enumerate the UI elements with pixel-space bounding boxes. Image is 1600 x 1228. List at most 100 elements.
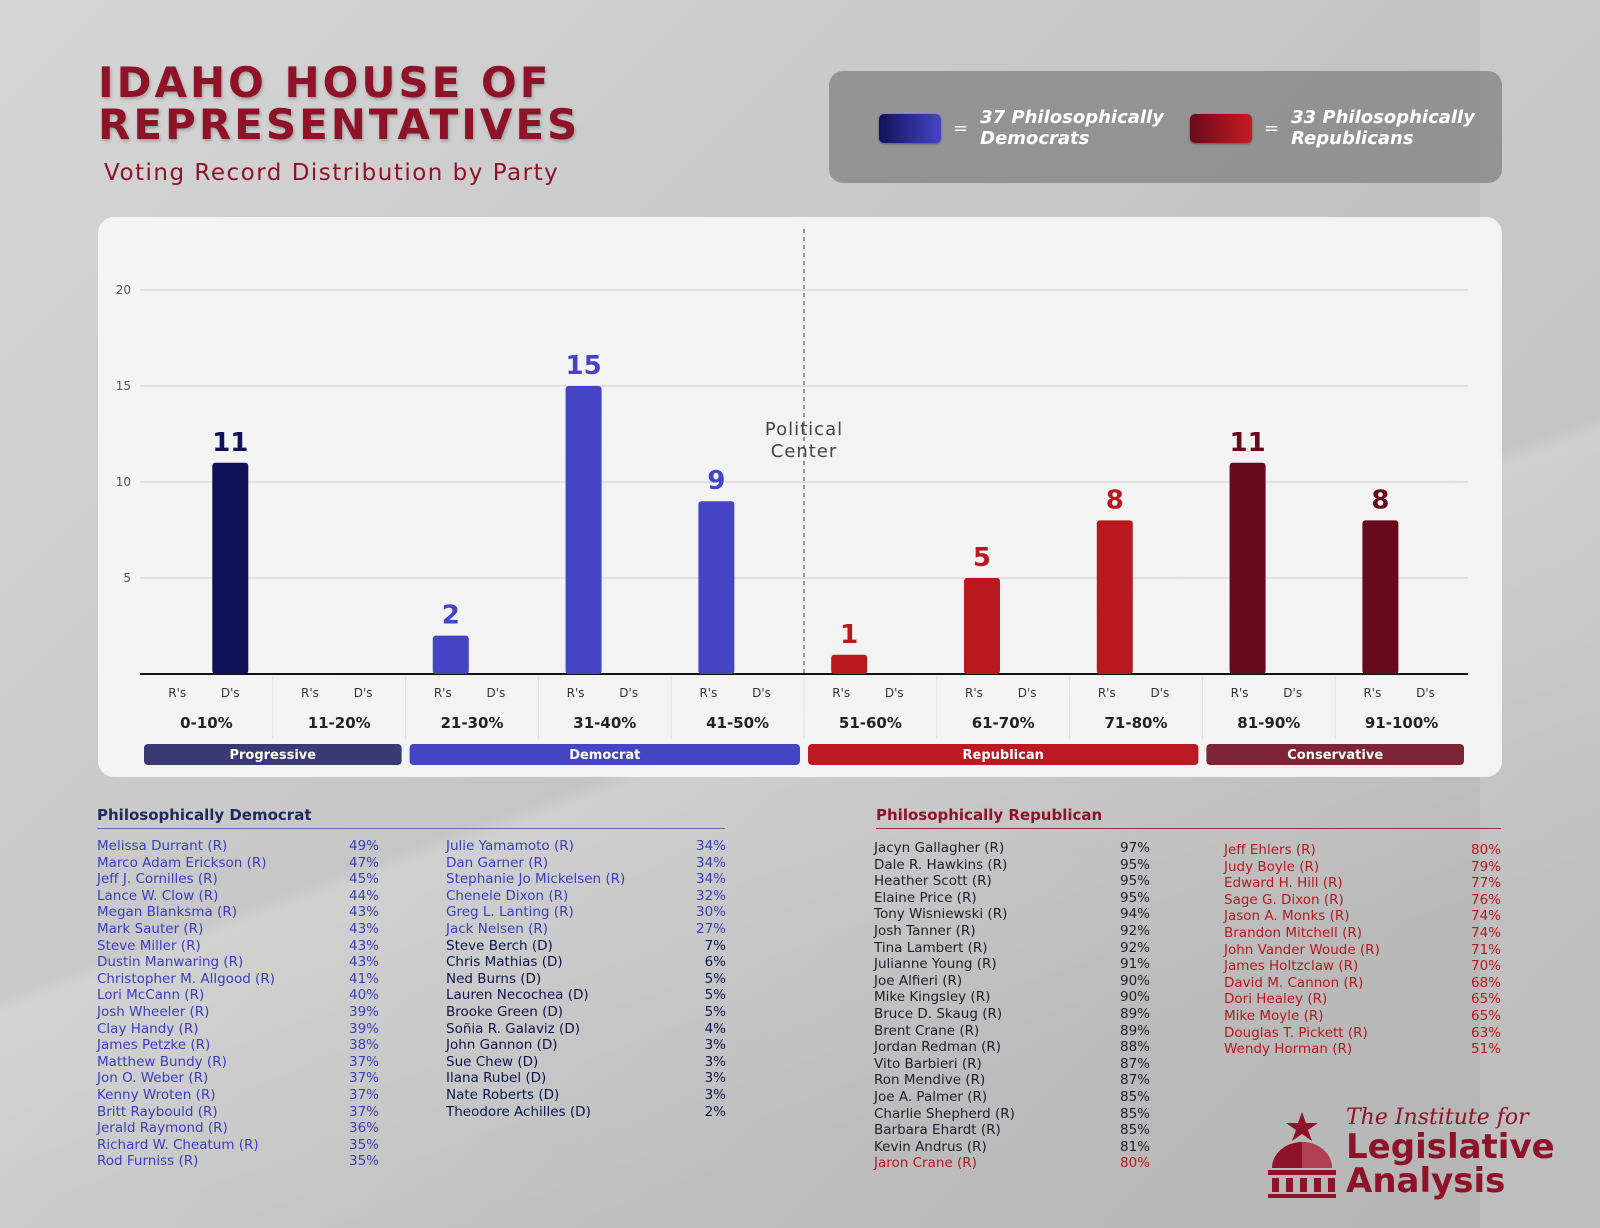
x-sublabel-r: R's [1363, 686, 1381, 700]
member-score: 47% [348, 854, 379, 871]
member-name: David M. Cannon (R) [1224, 974, 1364, 991]
member-name: Heather Scott (R) [874, 873, 992, 890]
x-sublabel-d: D's [354, 686, 373, 700]
list-item: Dustin Manwaring (R) 43% [97, 954, 379, 971]
member-name: Greg L. Lanting (R) [446, 904, 574, 921]
member-score: 5% [704, 1003, 726, 1020]
list-item: Judy Boyle (R) 79% [1224, 859, 1501, 876]
list-item: Charlie Shepherd (R) 85% [874, 1106, 1150, 1123]
bar-value-label: 8 [1371, 485, 1389, 515]
member-name: Brandon Mitchell (R) [1224, 924, 1362, 941]
y-tick-label: 20 [116, 283, 131, 297]
member-score: 65% [1470, 1007, 1501, 1024]
legend-swatch-democrats [879, 113, 941, 143]
member-score: 88% [1119, 1039, 1150, 1056]
list-item: Theodore Achilles (D) 2% [446, 1104, 726, 1121]
list-item: Kenny Wroten (R) 37% [97, 1087, 379, 1104]
group-label: Democrat [569, 748, 640, 763]
member-score: 95% [1119, 889, 1150, 906]
list-item: Marco Adam Erickson (R) 47% [97, 855, 379, 872]
list-item: Heather Scott (R) 95% [874, 873, 1150, 890]
group-band [144, 744, 402, 765]
member-score: 43% [348, 954, 379, 971]
bar [831, 654, 868, 674]
bar-value-label: 8 [1106, 485, 1124, 515]
list-item: Elaine Price (R) 95% [874, 890, 1150, 907]
member-score: 80% [1119, 1155, 1150, 1172]
member-name: Mike Moyle (R) [1224, 1007, 1324, 1024]
member-score: 87% [1119, 1055, 1150, 1072]
y-tick-label: 5 [123, 571, 131, 585]
member-name: Stephanie Jo Mickelsen (R) [446, 871, 626, 888]
member-name: Jon O. Weber (R) [97, 1070, 209, 1087]
x-sublabel-r: R's [1231, 686, 1249, 700]
list-item: John Gannon (D) 3% [446, 1037, 726, 1054]
member-score: 49% [348, 838, 379, 854]
list-item: Christopher M. Allgood (R) 41% [97, 971, 379, 988]
x-sublabel-r: R's [567, 686, 585, 700]
member-score: 34% [695, 838, 726, 854]
member-name: Kevin Andrus (R) [874, 1138, 987, 1155]
list-item: Jon O. Weber (R) 37% [97, 1070, 379, 1087]
member-score: 5% [704, 987, 726, 1004]
group-band [1206, 744, 1464, 765]
list-item: Mike Moyle (R) 65% [1224, 1008, 1501, 1025]
legend-label-republicans: 33 Philosophically Republicans [1291, 107, 1475, 149]
member-score: 91% [1119, 956, 1150, 973]
list-item: Wendy Horman (R) 51% [1224, 1041, 1501, 1058]
x-sublabel-d: D's [1018, 686, 1037, 700]
list-item: Brandon Mitchell (R) 74% [1224, 925, 1501, 942]
list-item: Edward H. Hill (R) 77% [1224, 875, 1501, 892]
rep-list-section: Philosophically Republican [876, 806, 1501, 829]
member-name: John Gannon (D) [446, 1037, 558, 1054]
legend: = 37 Philosophically Democrats = 33 Phil… [829, 71, 1502, 183]
group-label: Conservative [1287, 748, 1383, 763]
list-item: Dan Garner (R) 34% [446, 855, 726, 872]
group-band [409, 744, 800, 765]
member-score: 81% [1119, 1138, 1150, 1155]
bar [1229, 462, 1266, 674]
list-item: John Vander Woude (R) 71% [1224, 942, 1501, 959]
member-name: Judy Boyle (R) [1224, 858, 1320, 875]
member-score: 6% [704, 954, 726, 971]
member-name: Jordan Redman (R) [874, 1039, 1002, 1056]
x-category-label: 91-100% [1365, 714, 1438, 732]
political-center-label: Center [771, 441, 838, 462]
list-item: Steve Berch (D) 7% [446, 938, 726, 955]
member-score: 79% [1470, 858, 1501, 875]
list-item: Lauren Necochea (D) 5% [446, 987, 726, 1004]
member-score: 95% [1119, 856, 1150, 873]
member-name: Theodore Achilles (D) [446, 1103, 591, 1120]
member-score: 38% [348, 1037, 379, 1054]
list-item: Jeff J. Cornilles (R) 45% [97, 871, 379, 888]
list-item: Jacyn Gallagher (R) 97% [874, 840, 1150, 857]
list-item: Jerald Raymond (R) 36% [97, 1120, 379, 1137]
x-sublabel-d: D's [221, 686, 240, 700]
logo-wordmark: The Institute for Legislative Analysis [1346, 1106, 1555, 1199]
list-item: Josh Wheeler (R) 39% [97, 1004, 379, 1021]
member-name: Joe Alfieri (R) [874, 972, 963, 989]
political-center-label: Political [765, 419, 843, 440]
bar [1362, 520, 1399, 674]
member-score: 85% [1119, 1122, 1150, 1139]
list-item: Brooke Green (D) 5% [446, 1004, 726, 1021]
x-sublabel-r: R's [434, 686, 452, 700]
member-score: 43% [348, 937, 379, 954]
member-score: 30% [695, 904, 726, 921]
capitol-logo-icon [1268, 1112, 1336, 1198]
x-sublabel-r: R's [1098, 686, 1116, 700]
bar [432, 635, 469, 674]
list-item: Melissa Durrant (R) 49% [97, 838, 379, 855]
list-item: Matthew Bundy (R) 37% [97, 1054, 379, 1071]
x-category-label: 21-30% [440, 714, 503, 732]
member-name: Brent Crane (R) [874, 1022, 980, 1039]
member-name: Matthew Bundy (R) [97, 1053, 227, 1070]
list-item: Jack Nelsen (R) 27% [446, 921, 726, 938]
member-name: Jeff J. Cornilles (R) [97, 871, 218, 888]
member-score: 70% [1470, 958, 1501, 975]
list-item: Jaron Crane (R) 80% [874, 1155, 1150, 1172]
list-item: Jason A. Monks (R) 74% [1224, 908, 1501, 925]
member-name: Tina Lambert (R) [874, 939, 988, 956]
y-tick-label: 15 [116, 379, 131, 393]
member-name: James Petzke (R) [97, 1037, 211, 1054]
